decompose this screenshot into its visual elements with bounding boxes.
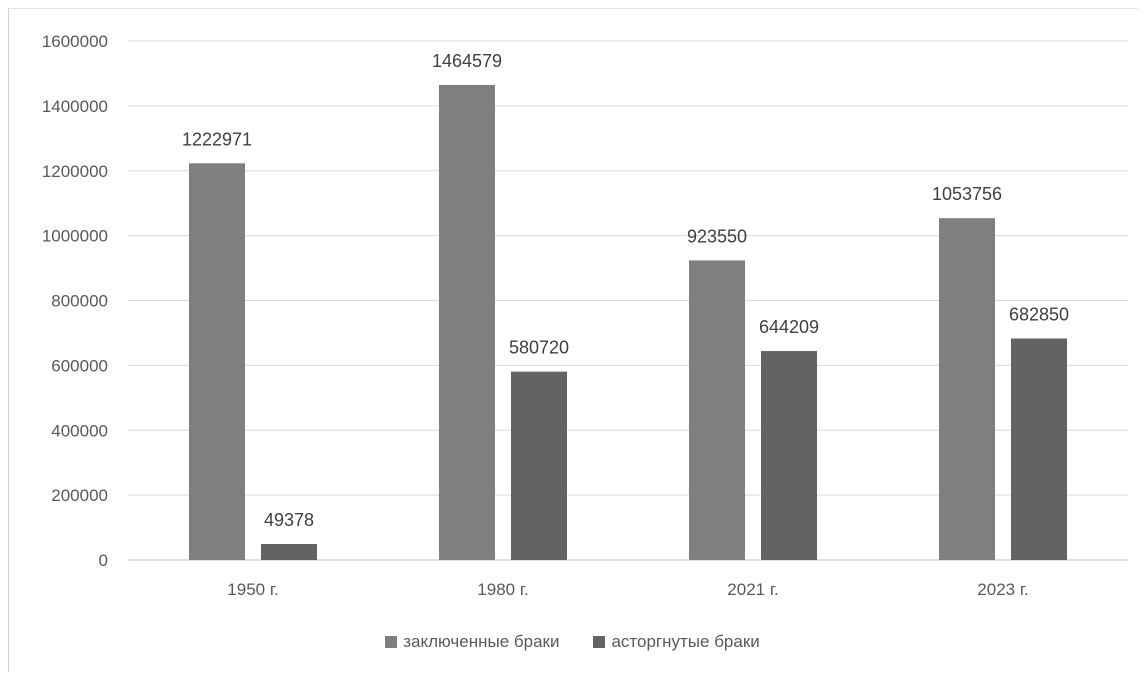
bar xyxy=(261,543,317,560)
bar xyxy=(439,84,495,560)
legend: заключенные браки асторгнутые браки xyxy=(0,632,1145,652)
bar xyxy=(939,218,995,560)
bar xyxy=(1011,338,1067,560)
y-tick-label: 1600000 xyxy=(42,32,108,51)
x-tick-label: 2021 г. xyxy=(727,580,778,599)
data-label: 49378 xyxy=(264,510,314,530)
bar xyxy=(689,260,745,560)
y-tick-label: 1000000 xyxy=(42,227,108,246)
legend-item-series-2: асторгнутые браки xyxy=(593,632,760,652)
data-label: 923550 xyxy=(687,226,747,246)
data-label: 644209 xyxy=(759,317,819,337)
y-tick-label: 600000 xyxy=(51,356,108,375)
y-tick-label: 1200000 xyxy=(42,162,108,181)
legend-swatch-series-2 xyxy=(593,636,606,648)
legend-label-series-2: асторгнутые браки xyxy=(611,632,760,651)
bar xyxy=(511,371,567,560)
y-tick-label: 800000 xyxy=(51,292,108,311)
y-tick-label: 1400000 xyxy=(42,97,108,116)
legend-label-series-1: заключенные браки xyxy=(403,632,560,651)
data-label: 1222971 xyxy=(182,129,252,149)
data-label: 580720 xyxy=(509,338,569,358)
x-tick-label: 1950 г. xyxy=(227,580,278,599)
data-label: 1464579 xyxy=(432,51,502,71)
bar xyxy=(189,163,245,561)
x-tick-label: 1980 г. xyxy=(477,580,528,599)
data-label: 682850 xyxy=(1009,305,1069,325)
y-tick-label: 400000 xyxy=(51,421,108,440)
chart-frame xyxy=(8,8,1138,672)
data-label: 1053756 xyxy=(932,184,1002,204)
legend-item-series-1: заключенные браки xyxy=(385,632,559,652)
legend-swatch-series-1 xyxy=(385,636,398,648)
y-tick-label: 0 xyxy=(99,551,108,570)
x-tick-label: 2023 г. xyxy=(977,580,1028,599)
bar xyxy=(761,351,817,560)
y-tick-label: 200000 xyxy=(51,486,108,505)
